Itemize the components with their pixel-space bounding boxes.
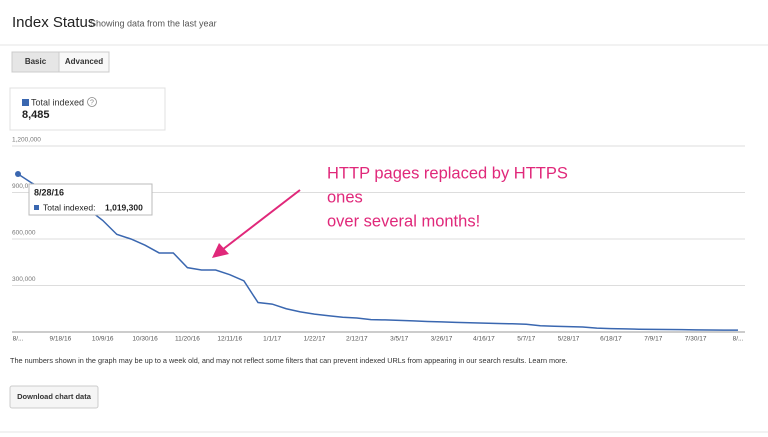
y-tick-label: 1,200,000 <box>12 137 41 144</box>
x-tick-label: 5/28/17 <box>558 336 580 343</box>
summary-value: 8,485 <box>22 109 50 121</box>
y-tick-label: 300,000 <box>12 276 36 283</box>
legend-swatch <box>22 99 29 106</box>
annotation-arrow <box>221 189 301 251</box>
summary-box <box>9 87 166 131</box>
x-tick-label: 3/5/17 <box>390 336 408 343</box>
tooltip: 8/28/16 Total indexed: 1,019,300 <box>28 183 153 216</box>
x-tick-label: 6/18/17 <box>600 336 622 343</box>
page-title: Index Status <box>12 14 95 31</box>
x-tick-label: 10/30/16 <box>132 336 158 343</box>
tooltip-label: Total indexed: <box>43 202 95 212</box>
annotation: ones <box>327 188 363 206</box>
x-tick-label: 10/9/16 <box>92 336 114 343</box>
help-icon[interactable] <box>87 97 97 107</box>
point-marker <box>15 171 21 178</box>
x-tick-label: 1/1/17 <box>263 336 281 343</box>
x-tick-label: 8/... <box>13 336 24 343</box>
arrow-head <box>212 243 229 258</box>
x-tick-label: 7/9/17 <box>644 336 662 343</box>
download-button[interactable] <box>9 385 99 409</box>
y-tick-label: 600,000 <box>12 230 36 237</box>
button-label[interactable]: Download chart data <box>17 392 92 401</box>
x-tick-label: 12/11/16 <box>217 336 242 343</box>
x-tick-label: 4/16/17 <box>473 336 495 343</box>
footnote: The numbers shown in the graph may be up… <box>10 356 568 365</box>
x-tick-label: 1/22/17 <box>304 336 326 343</box>
tab-label[interactable]: Advanced <box>65 57 103 66</box>
tooltip-value: 1,019,300 <box>105 202 143 212</box>
x-tick-label: 9/18/16 <box>50 336 72 343</box>
y-tick-label: 900,000 <box>12 183 36 190</box>
x-tick-label: 11/20/16 <box>175 336 200 343</box>
tab-label[interactable]: Basic <box>25 57 47 66</box>
x-tick-label: 5/7/17 <box>517 336 535 343</box>
annotation: HTTP pages replaced by HTTPS <box>327 164 568 182</box>
tooltip-swatch <box>34 205 39 210</box>
help-mark[interactable]: ? <box>90 99 94 106</box>
page-subtitle: Showing data from the last year <box>90 18 217 28</box>
x-tick-label: 3/26/17 <box>431 336 453 343</box>
annotation: over several months! <box>327 212 480 230</box>
x-tick-label: 7/30/17 <box>685 336 707 343</box>
series-line <box>17 173 738 331</box>
x-tick-label: 8/... <box>733 336 744 343</box>
tooltip-date: 8/28/16 <box>34 187 64 197</box>
tab-advanced[interactable] <box>58 51 110 73</box>
tooltip-box <box>28 183 153 216</box>
x-tick-label: 2/12/17 <box>346 336 368 343</box>
summary-label: Total indexed <box>31 97 84 107</box>
